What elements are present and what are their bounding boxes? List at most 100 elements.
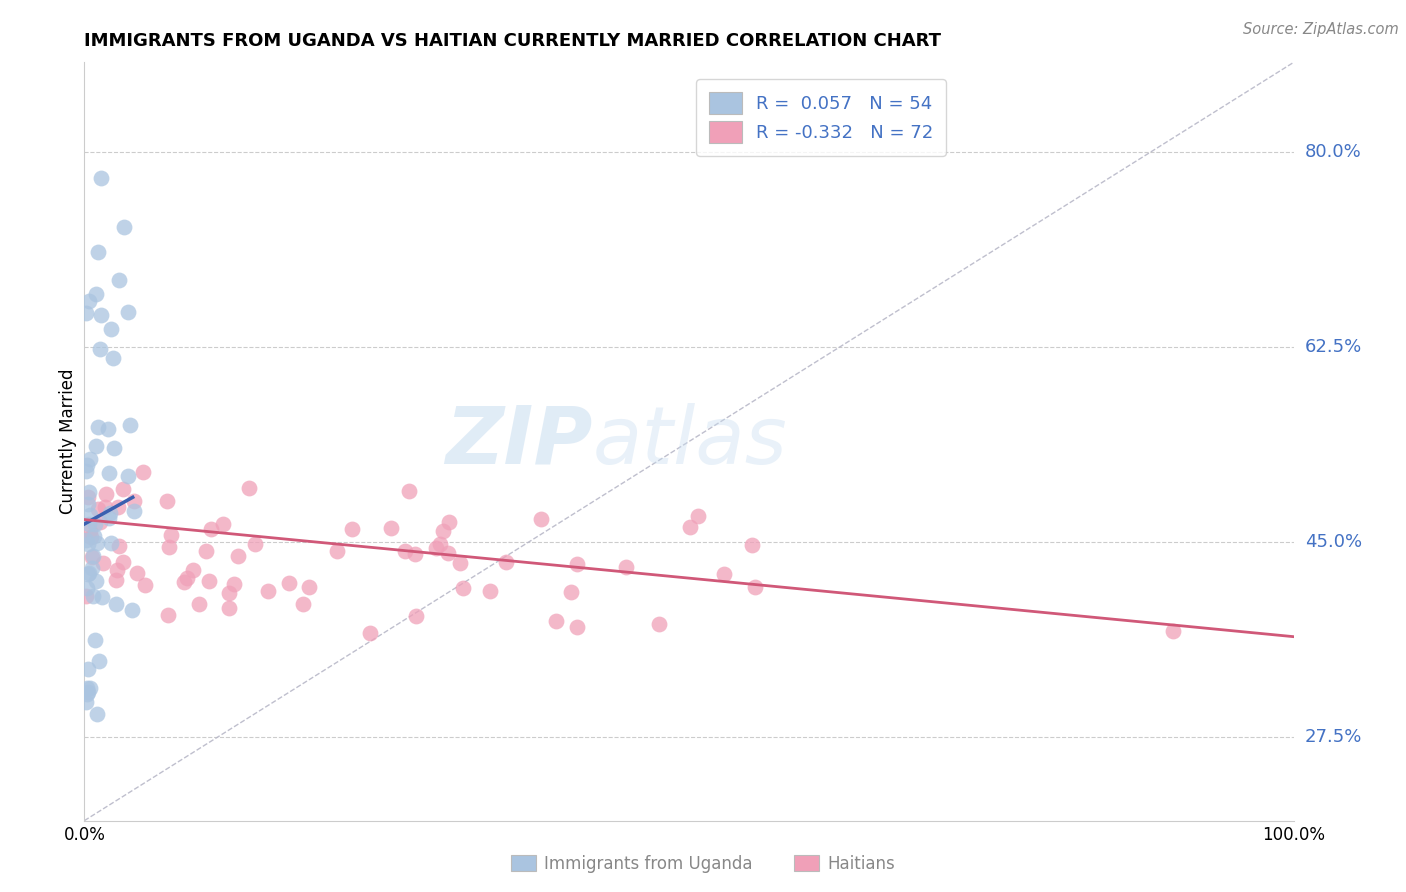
Point bbox=[436, 546, 458, 560]
Point bbox=[80, 561, 103, 575]
Point bbox=[75, 306, 97, 320]
Point bbox=[75, 589, 97, 603]
Point bbox=[432, 524, 454, 538]
Point bbox=[451, 581, 474, 595]
Point bbox=[437, 516, 460, 530]
Point bbox=[112, 555, 135, 569]
Point bbox=[80, 531, 103, 545]
Point bbox=[79, 452, 101, 467]
Point bbox=[105, 563, 128, 577]
Point bbox=[90, 591, 112, 605]
Point bbox=[77, 537, 100, 551]
Point bbox=[94, 487, 117, 501]
Text: atlas: atlas bbox=[592, 402, 787, 481]
Point bbox=[298, 580, 321, 594]
Point bbox=[101, 351, 124, 365]
Point bbox=[292, 597, 315, 611]
Point bbox=[567, 557, 589, 571]
Point bbox=[359, 626, 381, 640]
Point bbox=[76, 684, 98, 698]
Point bbox=[89, 654, 111, 668]
Point bbox=[76, 458, 98, 473]
Point bbox=[117, 305, 139, 319]
Point bbox=[83, 529, 105, 543]
Point bbox=[405, 608, 427, 623]
Point bbox=[83, 516, 105, 531]
Point bbox=[200, 522, 222, 536]
Point bbox=[77, 662, 100, 676]
Point bbox=[89, 515, 111, 529]
Point bbox=[173, 575, 195, 590]
Point bbox=[76, 567, 98, 582]
Point bbox=[97, 467, 120, 481]
Point bbox=[243, 537, 266, 551]
Point bbox=[79, 516, 101, 531]
Point bbox=[380, 521, 402, 535]
Point bbox=[122, 494, 145, 508]
Text: 45.0%: 45.0% bbox=[1305, 533, 1362, 551]
Point bbox=[79, 508, 101, 522]
Point bbox=[744, 580, 766, 594]
Point bbox=[77, 497, 100, 511]
Point bbox=[91, 556, 114, 570]
Y-axis label: Currently Married: Currently Married bbox=[59, 368, 77, 515]
Point bbox=[96, 422, 118, 436]
Point bbox=[90, 171, 112, 186]
Point bbox=[75, 696, 97, 710]
Point bbox=[77, 566, 100, 581]
Point bbox=[159, 528, 181, 542]
Point bbox=[76, 681, 98, 696]
Point bbox=[404, 547, 426, 561]
Point bbox=[120, 418, 142, 433]
Point bbox=[89, 343, 111, 357]
Point bbox=[76, 687, 98, 701]
Point bbox=[713, 566, 735, 581]
Point bbox=[86, 244, 108, 259]
Point bbox=[614, 559, 637, 574]
Point bbox=[218, 585, 240, 599]
Point bbox=[212, 517, 235, 532]
Point bbox=[195, 543, 218, 558]
Point bbox=[112, 482, 135, 496]
Point bbox=[84, 286, 107, 301]
Point bbox=[112, 220, 135, 235]
Point bbox=[100, 535, 122, 549]
Point bbox=[98, 507, 121, 521]
Text: Source: ZipAtlas.com: Source: ZipAtlas.com bbox=[1243, 22, 1399, 37]
Point bbox=[188, 597, 211, 611]
Point bbox=[1161, 624, 1184, 639]
Text: 62.5%: 62.5% bbox=[1305, 338, 1362, 356]
Point bbox=[429, 537, 451, 551]
Point bbox=[156, 607, 179, 622]
Point bbox=[686, 509, 709, 524]
Text: 27.5%: 27.5% bbox=[1305, 728, 1362, 746]
Point bbox=[79, 293, 101, 308]
Point bbox=[449, 556, 471, 570]
Point bbox=[75, 533, 97, 547]
Point bbox=[82, 589, 104, 603]
Point bbox=[77, 484, 100, 499]
Point bbox=[226, 549, 249, 563]
Point bbox=[132, 465, 155, 479]
Point bbox=[87, 420, 110, 434]
Point bbox=[80, 549, 103, 564]
Point bbox=[105, 574, 128, 588]
Point bbox=[495, 555, 517, 569]
Point bbox=[478, 583, 501, 598]
Point bbox=[647, 617, 669, 632]
Point bbox=[181, 563, 204, 577]
Legend: Immigrants from Uganda, Haitians: Immigrants from Uganda, Haitians bbox=[503, 848, 903, 880]
Point bbox=[218, 600, 240, 615]
Point bbox=[530, 512, 553, 526]
Point bbox=[122, 504, 145, 518]
Point bbox=[157, 540, 180, 554]
Point bbox=[94, 500, 117, 514]
Point bbox=[100, 322, 122, 336]
Point bbox=[278, 576, 301, 591]
Point bbox=[567, 620, 589, 634]
Point bbox=[86, 535, 108, 549]
Point bbox=[326, 544, 349, 558]
Point bbox=[398, 483, 420, 498]
Point bbox=[104, 597, 127, 611]
Point bbox=[117, 468, 139, 483]
